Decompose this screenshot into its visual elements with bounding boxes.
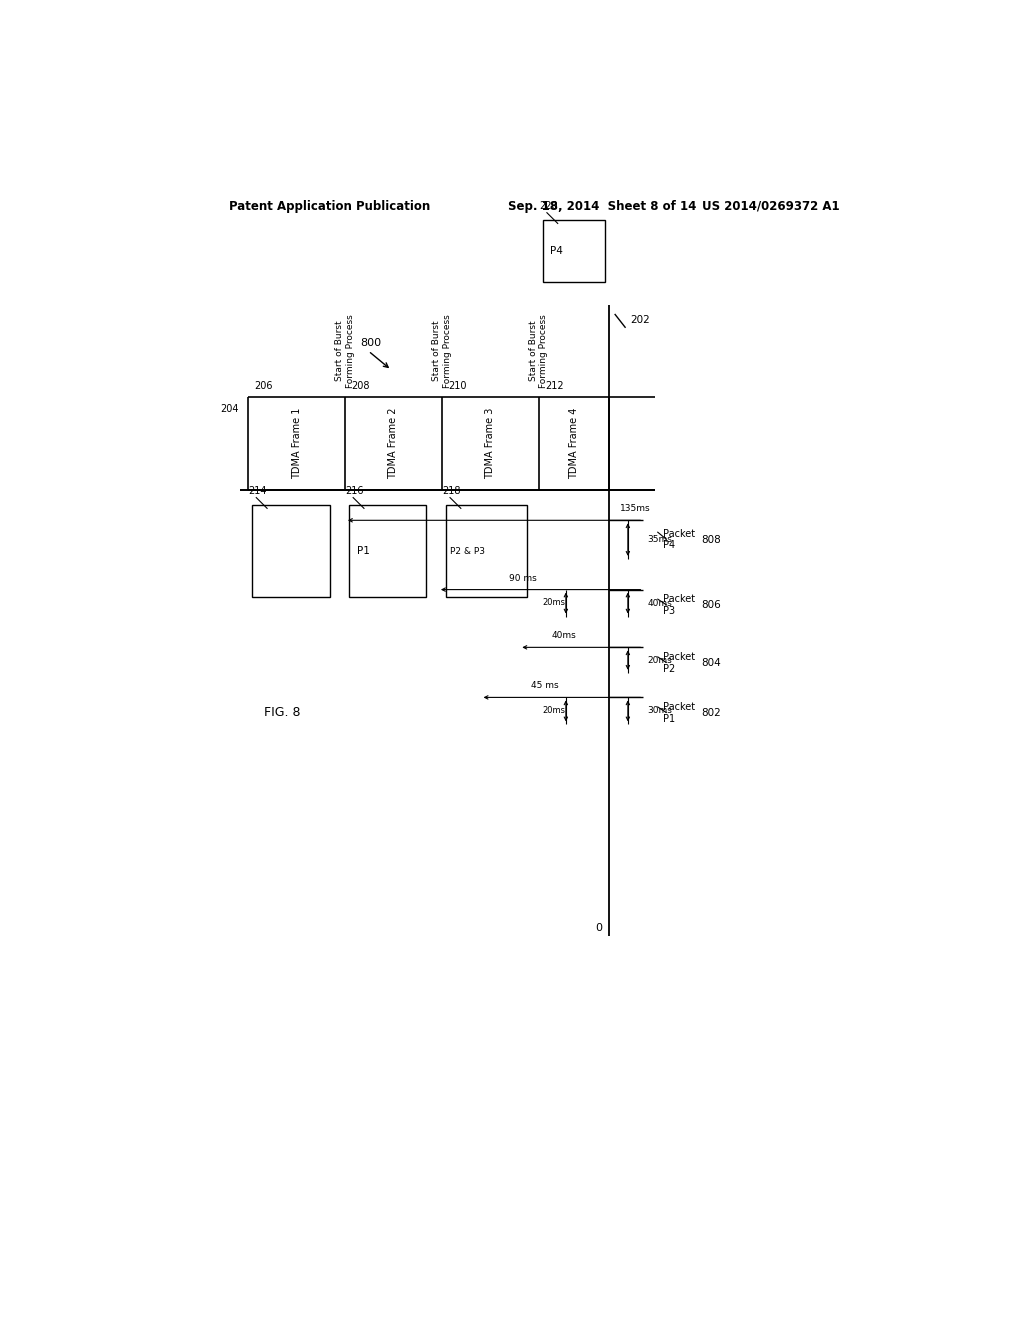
Text: 45 ms: 45 ms <box>531 681 559 690</box>
Text: 806: 806 <box>701 601 721 610</box>
Bar <box>252 506 330 598</box>
Text: Sep. 18, 2014  Sheet 8 of 14: Sep. 18, 2014 Sheet 8 of 14 <box>508 199 696 213</box>
Text: Start of Burst
Forming Process: Start of Burst Forming Process <box>335 314 354 388</box>
Text: 214: 214 <box>248 486 266 496</box>
Text: FIG. 8: FIG. 8 <box>263 706 300 719</box>
Bar <box>349 506 426 598</box>
Text: P4: P4 <box>550 246 563 256</box>
Text: 20ms: 20ms <box>543 598 565 607</box>
Text: 204: 204 <box>220 404 239 414</box>
Text: 206: 206 <box>254 381 272 391</box>
Text: TDMA Frame 3: TDMA Frame 3 <box>485 408 496 479</box>
Text: 216: 216 <box>345 486 364 496</box>
Text: Start of Burst
Forming Process: Start of Burst Forming Process <box>529 314 549 388</box>
Bar <box>445 506 527 598</box>
Text: US 2014/0269372 A1: US 2014/0269372 A1 <box>701 199 839 213</box>
Text: 202: 202 <box>630 315 650 325</box>
Text: 218: 218 <box>442 486 461 496</box>
Text: 220: 220 <box>539 201 557 211</box>
Text: 800: 800 <box>360 338 382 348</box>
Text: 40ms: 40ms <box>552 631 577 640</box>
Text: 804: 804 <box>701 657 721 668</box>
Text: 0: 0 <box>595 924 602 933</box>
Text: P2 & P3: P2 & P3 <box>450 546 484 556</box>
Text: 20ms: 20ms <box>647 656 672 664</box>
Text: 210: 210 <box>449 381 467 391</box>
Text: TDMA Frame 2: TDMA Frame 2 <box>388 408 398 479</box>
Text: 30ms: 30ms <box>647 706 672 715</box>
Text: Patent Application Publication: Patent Application Publication <box>228 199 430 213</box>
Text: TDMA Frame 4: TDMA Frame 4 <box>568 408 579 479</box>
Text: Start of Burst
Forming Process: Start of Burst Forming Process <box>432 314 452 388</box>
Text: 20ms: 20ms <box>543 706 565 715</box>
Text: Packet
P4: Packet P4 <box>663 529 695 550</box>
Text: TDMA Frame 1: TDMA Frame 1 <box>292 408 301 479</box>
Text: 808: 808 <box>701 535 721 545</box>
Text: 135ms: 135ms <box>621 504 650 513</box>
Text: 802: 802 <box>701 708 721 718</box>
Text: Packet
P3: Packet P3 <box>663 594 695 616</box>
Text: 40ms: 40ms <box>647 598 672 607</box>
Text: 90 ms: 90 ms <box>509 574 538 582</box>
Text: Packet
P2: Packet P2 <box>663 652 695 673</box>
Text: P1: P1 <box>356 546 370 556</box>
Text: 212: 212 <box>545 381 563 391</box>
Text: Packet
P1: Packet P1 <box>663 702 695 723</box>
Text: 35ms: 35ms <box>647 535 672 544</box>
Text: 208: 208 <box>351 381 370 391</box>
Bar <box>543 220 604 281</box>
